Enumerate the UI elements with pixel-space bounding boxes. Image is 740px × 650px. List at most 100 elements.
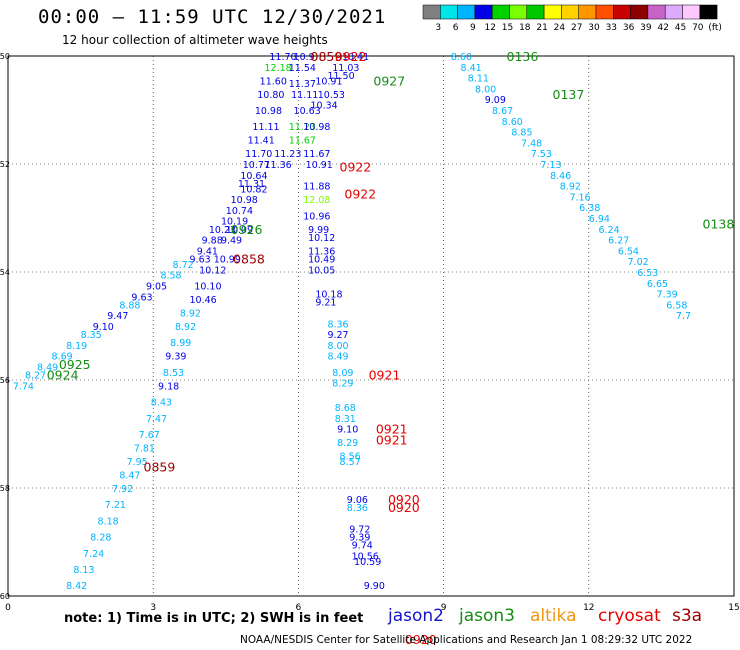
y-tick-label: -60: [0, 592, 10, 601]
wave-height-point: 12.18: [265, 63, 292, 74]
wave-height-point: 7.74: [13, 381, 34, 392]
wave-height-point: 10.98: [303, 122, 330, 133]
pass-time-label: 0136: [507, 49, 539, 64]
wave-height-point: 11.54: [289, 63, 316, 74]
wave-height-point: 7.7: [676, 311, 691, 322]
wave-height-point: 9.41: [197, 246, 218, 257]
colorbar-swatch: [699, 4, 718, 20]
wave-height-point: 8.68: [335, 403, 356, 414]
wave-height-point: 9.10: [93, 322, 114, 333]
wave-height-point: 8.11: [468, 74, 489, 85]
wave-height-point: 7.13: [540, 160, 561, 171]
wave-height-point: 10.56: [352, 552, 379, 563]
wave-height-point: 6.27: [608, 236, 629, 247]
wave-height-point: 10.63: [294, 106, 321, 117]
chart-title: 00:00 – 11:59 UTC 12/30/2021: [38, 6, 387, 28]
colorbar-label: 6: [453, 23, 459, 33]
wave-height-point: 8.85: [511, 128, 532, 139]
wave-height-point: 10.12: [308, 233, 335, 244]
wave-height-point: 9.10: [337, 425, 358, 436]
wave-height-point: 11.23: [274, 149, 301, 160]
wave-height-point: 8.36: [327, 319, 348, 330]
wave-height-point: 8.18: [98, 516, 119, 527]
wave-height-point: 9.72: [349, 525, 370, 536]
wave-height-point: 7.02: [628, 257, 649, 268]
wave-height-point: 8.00: [327, 341, 348, 352]
pass-time-label: 0858: [233, 252, 265, 267]
wave-height-point: 8.29: [337, 438, 358, 449]
y-tick-label: -52: [0, 160, 10, 169]
wave-height-point: 7.81: [134, 444, 155, 455]
wave-height-point: 7.95: [127, 457, 148, 468]
wave-height-point: 11.23: [289, 122, 316, 133]
x-tick-label: 3: [150, 603, 156, 613]
wave-height-point: 7.21: [105, 500, 126, 511]
note-text: note: 1) Time is in UTC; 2) SWH is in fe…: [64, 611, 364, 626]
colorbar-label: 24: [554, 23, 566, 33]
wave-height-point: 7.24: [83, 549, 104, 560]
wave-height-point: 8.92: [560, 182, 581, 193]
pass-time-label: 0920: [388, 492, 420, 507]
wave-height-point: 8.58: [160, 271, 181, 282]
pass-time-label: 0924: [47, 368, 79, 383]
wave-height-point: 8.72: [173, 260, 194, 271]
satellite-label-cryosat: cryosat: [598, 606, 661, 626]
wave-height-point: 9.39: [165, 352, 186, 363]
wave-height-point: 10.49: [308, 255, 335, 266]
wave-height-point: 9.18: [158, 381, 179, 392]
y-tick-label: -56: [0, 376, 10, 385]
colorbar-label: 30: [588, 23, 600, 33]
wave-height-point: 11.60: [260, 76, 287, 87]
color-scale-legend: 3 6 9 12 15 18 21 24 27 30 33 36 39 42 45 70 (ft): [422, 4, 722, 33]
pass-time-label: 0137: [553, 87, 585, 102]
wave-height-point: 8.69: [52, 352, 73, 363]
wave-height-point: 6.65: [647, 279, 668, 290]
pass-time-label: 0927: [373, 73, 405, 88]
wave-height-point: 9.05: [146, 282, 167, 293]
credit-line: NOAA/NESDIS Center for Satellite Applica…: [240, 634, 693, 646]
colorbar-label: 39: [640, 23, 652, 33]
wave-height-point: 10.19: [221, 217, 248, 228]
wave-height-point: 8.31: [335, 414, 356, 425]
wave-height-point: 6.54: [618, 246, 639, 257]
wave-height-point: 11.67: [289, 136, 316, 147]
wave-height-point: 12.08: [303, 195, 330, 206]
colorbar-label: 36: [623, 23, 635, 33]
wave-height-point: 8.35: [81, 330, 102, 341]
wave-height-point: 11.37: [289, 79, 316, 90]
pass-time-label: 0859: [311, 49, 343, 64]
colorbar-label: 70: [692, 23, 704, 33]
wave-height-point: 9.39: [349, 533, 370, 544]
wave-height-point: 9.99: [308, 225, 329, 236]
pass-time-label: 0138: [703, 216, 735, 231]
x-tick-label: 9: [441, 603, 447, 613]
wave-height-point: 8.41: [461, 63, 482, 74]
plot-frame: [7, 55, 735, 597]
wave-height-point: 9.47: [107, 311, 128, 322]
wave-height-point: 7.16: [569, 192, 590, 203]
pass-time-label: 0922: [335, 49, 367, 64]
wave-height-point: 9.06: [347, 495, 368, 506]
wave-height-point: 10.53: [318, 90, 345, 101]
colorbar-label: 12: [484, 23, 495, 33]
wave-height-point: 11.88: [303, 182, 330, 193]
wave-height-point: 7.47: [146, 414, 167, 425]
wave-height-point: 10.80: [257, 90, 284, 101]
wave-height-point: 9.90: [364, 581, 385, 592]
wave-height-point: 10.91: [306, 160, 333, 171]
x-tick-label: 15: [728, 603, 739, 613]
wave-height-point: 11.67: [303, 149, 330, 160]
wave-height-point: 10.96: [303, 211, 330, 222]
wave-height-point: 9.21: [315, 298, 336, 309]
wave-height-point: 10.09: [226, 225, 253, 236]
wave-height-point: 11.50: [327, 71, 354, 82]
colorbar-label: 21: [536, 23, 547, 33]
wave-height-point: 8.99: [170, 338, 191, 349]
y-tick-label: -54: [0, 268, 10, 277]
wave-height-point: 11.03: [332, 63, 359, 74]
wave-height-point: 6.24: [598, 225, 619, 236]
wave-height-point: 7.92: [112, 484, 133, 495]
wave-height-point: 10.98: [231, 195, 258, 206]
wave-height-point: 6.53: [637, 268, 658, 279]
